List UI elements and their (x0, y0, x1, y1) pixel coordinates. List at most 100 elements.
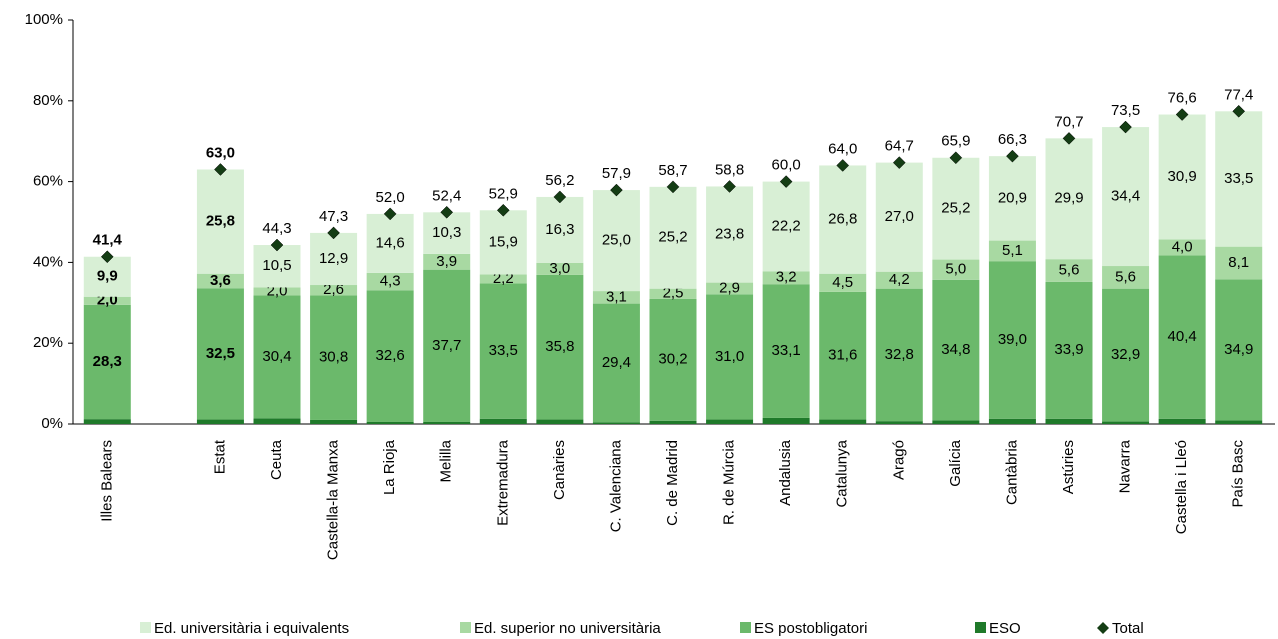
y-tick-label: 20% (33, 334, 63, 351)
total-label: 44,3 (262, 220, 291, 237)
bar-segment (253, 287, 301, 296)
bar-segment (649, 420, 697, 424)
bar-segment (253, 245, 301, 288)
bar-segment (423, 421, 471, 424)
bar-segment (875, 162, 923, 272)
x-tick-label: Astúries (1060, 440, 1077, 494)
bar-segment (366, 213, 414, 273)
bar-segment (932, 420, 980, 424)
data-label: 33,9 (1054, 341, 1083, 358)
total-label: 47,3 (319, 208, 348, 225)
bar-segment (1215, 420, 1263, 424)
total-label: 64,0 (828, 140, 857, 157)
x-tick-label: Aragó (890, 440, 907, 480)
data-label: 31,0 (715, 348, 744, 365)
bar-segment (366, 290, 414, 422)
bar-segment (706, 282, 754, 295)
total-label: 58,8 (715, 161, 744, 178)
bar-segment (875, 271, 923, 289)
bar-segment (310, 295, 358, 420)
x-tick-label: Castella i Lleó (1173, 440, 1190, 534)
legend-label: ESO (989, 620, 1021, 637)
bar-segment (310, 232, 358, 286)
bar-segment (1158, 418, 1206, 424)
data-label: 33,5 (489, 342, 518, 359)
legend-swatch (460, 622, 471, 633)
total-label: 77,4 (1224, 86, 1253, 103)
data-label: 23,8 (715, 225, 744, 242)
bar-segment (310, 285, 358, 296)
data-label: 34,8 (941, 341, 970, 358)
total-marker (723, 180, 736, 193)
data-label: 14,6 (376, 234, 405, 251)
bar-segment (706, 419, 754, 424)
data-label: 33,1 (772, 342, 801, 359)
bar-segment (479, 274, 527, 284)
legend-marker (1097, 622, 1109, 634)
legend-label: Ed. superior no universitària (474, 620, 661, 637)
total-marker (892, 156, 906, 169)
bar-segment (1102, 266, 1150, 289)
x-tick-label: Galícia (947, 439, 964, 486)
total-marker (610, 183, 623, 197)
y-tick-label: 100% (25, 11, 63, 28)
bar-segment (1045, 281, 1093, 419)
bar-segment (706, 294, 754, 420)
bar-segment (1158, 239, 1206, 256)
x-tick-label: Navarra (1117, 439, 1134, 493)
x-tick-label: Estat (211, 439, 228, 474)
total-label: 52,9 (489, 185, 518, 202)
bar-segment (1045, 418, 1093, 424)
bar-segment (310, 419, 358, 424)
bar-segment (423, 269, 471, 422)
data-label: 26,8 (828, 211, 857, 228)
total-marker (383, 207, 397, 221)
data-label: 10,3 (432, 224, 461, 241)
bar-segment (875, 421, 923, 424)
bar-segment (1215, 111, 1263, 247)
data-label: 32,5 (206, 345, 235, 362)
data-label: 31,6 (828, 347, 857, 364)
bar-segment (1102, 127, 1150, 267)
data-label: 3,0 (549, 260, 570, 277)
data-label: 10,5 (262, 257, 291, 274)
total-marker (1062, 132, 1076, 145)
x-tick-label: Illes Balears (98, 440, 115, 522)
data-label: 4,3 (380, 273, 401, 290)
total-label: 76,6 (1168, 90, 1197, 107)
total-marker (836, 159, 850, 172)
bar-segment (83, 304, 131, 420)
bar-segment (536, 274, 584, 420)
data-label: 4,0 (1172, 238, 1193, 255)
bar-segment (875, 288, 923, 422)
bar-segment (536, 419, 584, 424)
total-marker (1232, 104, 1246, 118)
total-label: 57,9 (602, 165, 631, 182)
bar-segment (649, 186, 697, 289)
bar-segment (1215, 279, 1263, 421)
data-label: 39,0 (998, 331, 1027, 348)
data-label: 30,9 (1168, 168, 1197, 185)
total-label: 65,9 (941, 133, 970, 150)
bar-segment (196, 419, 244, 424)
total-label: 64,7 (885, 138, 914, 155)
data-label: 2,6 (323, 281, 344, 298)
data-label: 28,3 (93, 353, 122, 370)
bar-segment (592, 303, 640, 423)
data-label: 4,2 (889, 271, 910, 288)
total-label: 56,2 (545, 172, 574, 189)
total-marker (1119, 120, 1132, 134)
data-label: 32,9 (1111, 346, 1140, 363)
x-tick-label: C. Valenciana (607, 439, 624, 532)
bar-segment (762, 181, 810, 272)
total-marker (949, 151, 963, 165)
total-label: 52,4 (432, 187, 461, 204)
legend-label: Ed. universitària i equivalents (154, 620, 349, 637)
bar-segment (83, 296, 131, 305)
x-tick-label: Catalunya (834, 439, 851, 507)
data-label: 25,0 (602, 232, 631, 249)
bar-segment (988, 418, 1036, 424)
data-label: 35,8 (545, 338, 574, 355)
data-label: 20,9 (998, 189, 1027, 206)
